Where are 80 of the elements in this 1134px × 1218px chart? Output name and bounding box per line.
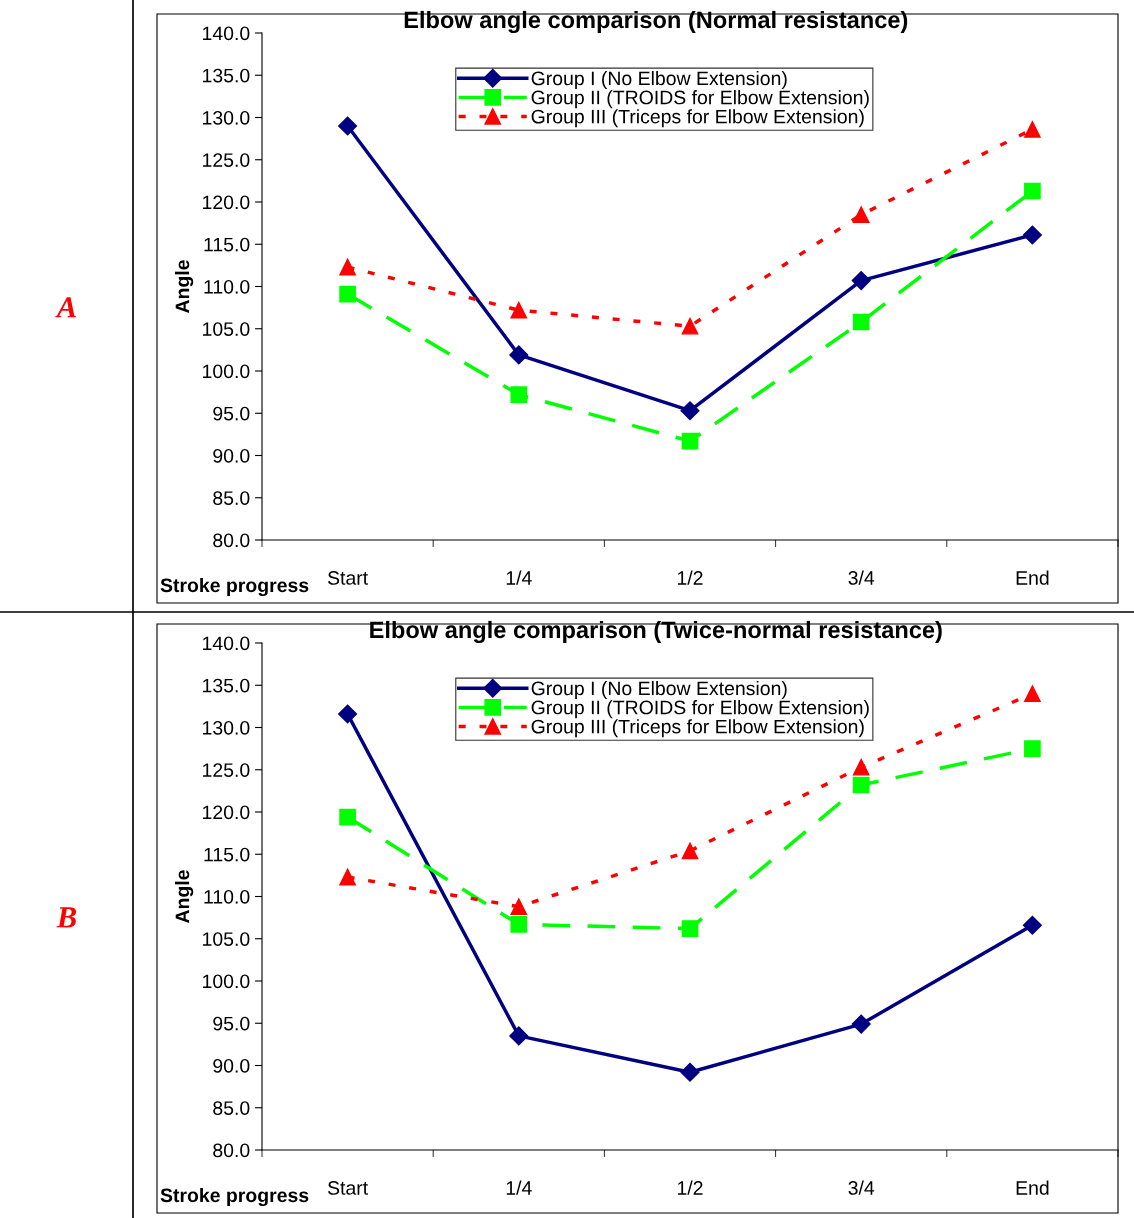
x-axis-title: Stroke progress xyxy=(160,1187,309,1207)
point xyxy=(1024,120,1041,138)
legend-label: Group I (No Elbow Extension) xyxy=(531,680,787,700)
point xyxy=(852,776,870,794)
y-axis-title: Angle xyxy=(175,260,194,314)
x-tick-label: 1/2 xyxy=(677,570,703,585)
point xyxy=(339,285,356,303)
point xyxy=(338,704,358,724)
y-tick-label: 95.0 xyxy=(213,406,250,421)
legend-label: Group II (TROIDS for Elbow Extension) xyxy=(531,700,869,719)
y-tick-label: 115.0 xyxy=(204,847,250,862)
point xyxy=(680,401,700,421)
y-tick-label: 95.0 xyxy=(213,1016,250,1031)
text: A xyxy=(55,297,76,318)
x-tick-label: End xyxy=(1016,1180,1049,1195)
point xyxy=(852,313,870,331)
legend-label: Group III (Triceps for Elbow Extension) xyxy=(531,719,864,738)
x-tick-label: Start xyxy=(327,571,368,585)
text: B xyxy=(56,907,77,928)
x-tick-label: 1/2 xyxy=(677,1180,703,1195)
y-tick-label: 130.0 xyxy=(203,720,250,735)
y-tick-label: 80.0 xyxy=(213,1143,250,1158)
point xyxy=(681,842,699,860)
x-tick-label: Start xyxy=(327,1181,368,1195)
x-axis-title: Stroke progress xyxy=(160,577,309,597)
y-tick-label: 100.0 xyxy=(203,364,250,379)
point xyxy=(680,1062,700,1082)
point xyxy=(681,432,699,450)
point xyxy=(1024,182,1041,200)
chart-title: Elbow angle comparison (Normal resistance) xyxy=(404,10,908,33)
y-tick-label: 125.0 xyxy=(203,763,250,777)
y-tick-label: 105.0 xyxy=(203,932,250,946)
y-axis-title: Angle xyxy=(175,870,194,924)
y-tick-label: 140.0 xyxy=(203,26,250,41)
point xyxy=(510,898,528,915)
point xyxy=(339,868,356,886)
x-tick-label: End xyxy=(1016,570,1049,585)
y-tick-label: 135.0 xyxy=(203,678,250,693)
y-tick-label: 120.0 xyxy=(203,195,250,210)
legend-label: Group I (No Elbow Extension) xyxy=(531,70,787,90)
point xyxy=(1024,685,1041,703)
y-tick-label: 90.0 xyxy=(213,1058,250,1073)
y-tick-label: 110.0 xyxy=(204,279,250,294)
x-tick-label: 3/4 xyxy=(848,1180,875,1195)
point xyxy=(1022,225,1042,245)
point xyxy=(509,1026,529,1046)
y-tick-label: 110.0 xyxy=(204,889,250,904)
x-tick-label: 3/4 xyxy=(848,570,875,585)
y-tick-label: 80.0 xyxy=(213,533,250,548)
y-tick-label: 85.0 xyxy=(213,491,250,505)
y-tick-label: 115.0 xyxy=(204,237,250,252)
point xyxy=(1022,915,1042,935)
y-tick-label: 130.0 xyxy=(203,110,250,125)
y-tick-label: 100.0 xyxy=(203,974,250,989)
point xyxy=(339,258,356,276)
y-tick-label: 140.0 xyxy=(203,636,250,651)
y-tick-label: 120.0 xyxy=(203,805,250,820)
point xyxy=(852,758,870,776)
point xyxy=(510,386,528,403)
y-tick-label: 105.0 xyxy=(203,322,250,336)
x-tick-label: 1/4 xyxy=(506,570,532,585)
y-tick-label: 85.0 xyxy=(213,1101,250,1115)
point xyxy=(510,301,528,319)
legend-label: Group III (Triceps for Elbow Extension) xyxy=(531,109,864,128)
point xyxy=(852,206,870,224)
point xyxy=(1024,740,1041,757)
point xyxy=(681,920,699,937)
y-tick-label: 125.0 xyxy=(203,153,250,167)
y-tick-label: 135.0 xyxy=(203,68,250,83)
point xyxy=(851,271,871,291)
x-tick-label: 1/4 xyxy=(506,1180,532,1195)
point xyxy=(339,808,356,826)
point xyxy=(510,916,528,933)
point xyxy=(681,317,699,335)
chart-title: Elbow angle comparison (Twice-normal resistance) xyxy=(370,620,942,643)
legend-label: Group II (TROIDS for Elbow Extension) xyxy=(531,90,869,109)
point xyxy=(851,1014,871,1034)
point xyxy=(338,116,358,136)
point xyxy=(509,345,529,365)
y-tick-label: 90.0 xyxy=(213,448,250,463)
